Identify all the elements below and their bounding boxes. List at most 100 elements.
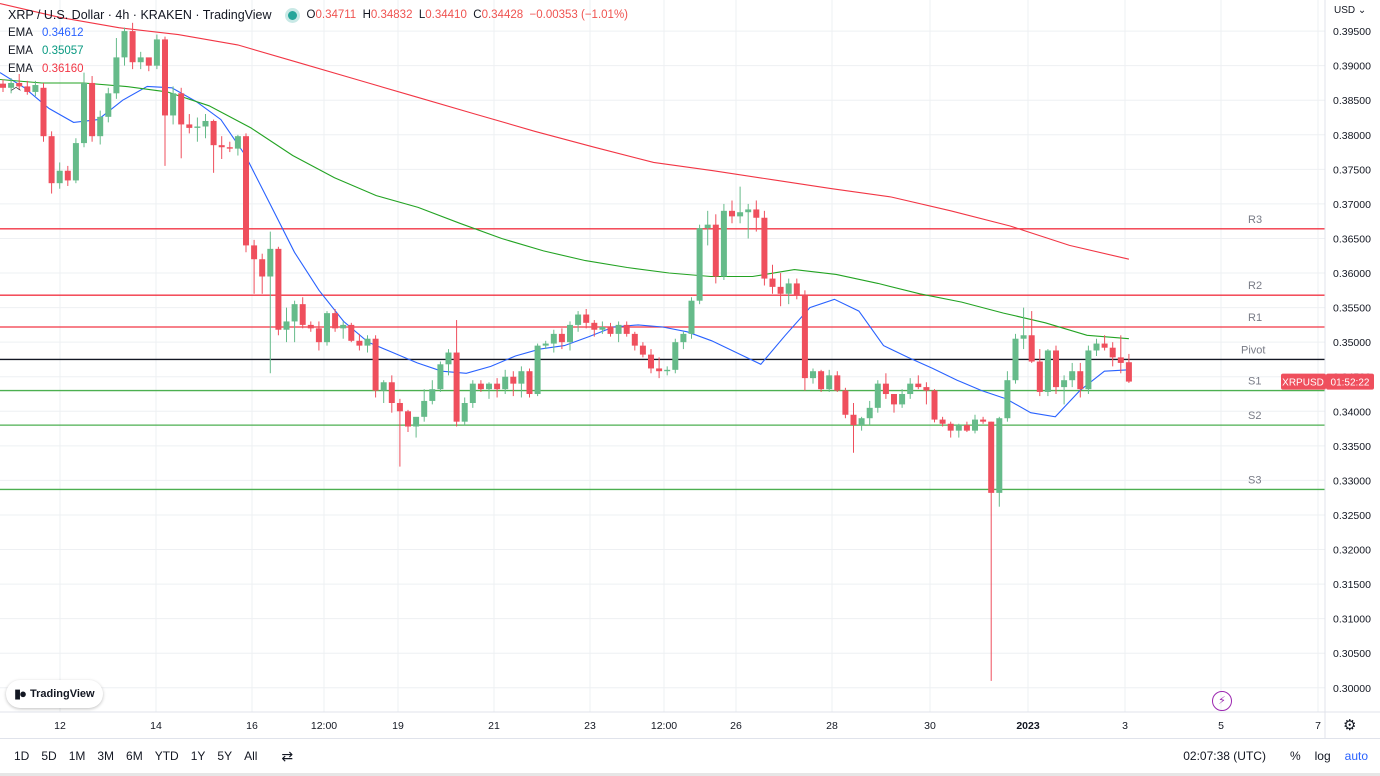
candle-body [826,375,833,390]
candle [947,421,954,438]
candle-body [105,93,112,117]
candle-body [558,333,565,343]
gear-icon[interactable]: ⚙ [1343,717,1357,734]
candle-body [583,314,590,323]
market-open-indicator [287,10,297,20]
range-5y-button[interactable]: 5Y [217,749,233,763]
candle [129,22,136,70]
candle-body [210,120,217,146]
time-tick-label: 23 [584,720,596,732]
chevron-up-icon[interactable]: ︿ [11,82,21,93]
tradingview-logo[interactable]: ▮● TradingView [6,680,103,708]
candle [40,82,47,142]
candle-body [372,338,379,391]
range-5d-button[interactable]: 5D [41,749,57,763]
calendar-range-icon[interactable]: ⇄ [281,747,294,764]
time-tick-label: 2023 [1016,720,1040,732]
candle-body [923,387,930,391]
candle [550,329,557,353]
candle-body [16,82,23,87]
candle-body [874,383,881,408]
range-1d-button[interactable]: 1D [14,749,30,763]
candle [421,389,428,422]
log-scale-button[interactable]: log [1314,749,1331,763]
candle-body [137,57,144,63]
candle [988,421,995,681]
candle-body [129,31,136,63]
candle [234,134,241,156]
candle [866,400,873,426]
symbol-title[interactable]: XRP / U.S. Dollar · 4h · KRAKEN · Tradin… [8,8,272,22]
symbol-header[interactable]: XRP / U.S. Dollar · 4h · KRAKEN · Tradin… [8,6,628,24]
candle-body [542,343,549,346]
candle-body [121,31,128,58]
candle [226,141,233,153]
horizontal-scrollbar[interactable] [0,772,1380,776]
candle-body [907,383,914,395]
time-tick-label: 3 [1122,720,1128,732]
candle-body [648,354,654,369]
axes[interactable]: 0.39500 0.39000 0.38500 0.38000 0.37500 0.370… [0,0,1380,738]
candle [56,162,63,189]
candle [607,322,614,337]
range-1m-button[interactable]: 1M [68,749,86,763]
auto-scale-button[interactable]: auto [1344,749,1368,763]
candle-body [453,352,460,422]
candle [486,382,492,399]
candle [534,343,541,397]
price-tick-label: 0.33500 [1333,441,1371,453]
candle-body [850,414,857,426]
candle [583,308,590,329]
level-label-r1: R1 [1248,312,1262,324]
candle [542,340,549,350]
candle-body [696,228,703,301]
level-label-r2: R2 [1248,280,1262,292]
price-tick-label: 0.39500 [1333,26,1371,38]
ema-line-2 [0,2,1130,260]
range-6m-button[interactable]: 6M [126,749,143,763]
candle-body [72,143,79,181]
indicator-ema-mid[interactable]: EMA 0.35057 [8,45,84,57]
price-tick-label: 0.32500 [1333,510,1371,522]
candle-body [526,371,533,395]
candle [882,373,889,399]
ema-lines [0,2,1130,418]
candle [324,311,330,346]
lightning-bolt-icon[interactable]: ⚡ [1212,691,1232,711]
ema-line-1 [0,78,1129,340]
time-tick-label: 12 [54,720,66,732]
candle [437,361,444,392]
percent-scale-button[interactable]: % [1289,749,1301,763]
candle-body [40,87,47,137]
candle [502,369,509,395]
candle-body [178,93,185,125]
indicator-ema-slow[interactable]: EMA 0.36160 [8,63,84,75]
candle-body [1101,343,1108,348]
candle-body [842,390,849,415]
price-tag-symbol: XRPUSD [1282,378,1324,389]
candle [672,338,679,374]
price-tick-label: 0.38000 [1333,130,1371,142]
candle-body [1109,347,1116,358]
candle-body [348,324,355,341]
time-tick-label: 19 [392,720,404,732]
candle-body [486,383,492,390]
candles[interactable] [0,22,1132,681]
range-1y-button[interactable]: 1Y [190,749,206,763]
indicator-ema-fast[interactable]: EMA 0.34612 [8,27,84,39]
candle [477,380,484,392]
candle [842,387,849,419]
range-ytd-button[interactable]: YTD [154,749,179,763]
range-all-button[interactable]: All [244,749,258,763]
candle-body [202,120,209,127]
candle-body [113,57,120,94]
candle [1125,353,1132,383]
range-3m-button[interactable]: 3M [97,749,115,763]
candle [1028,311,1035,363]
utc-clock[interactable]: 02:07:38 (UTC) [1183,749,1266,763]
currency-selector[interactable]: USD ⌄ [1334,5,1367,16]
candle [526,368,533,398]
candle-body [1093,343,1100,351]
candle [1077,362,1084,398]
